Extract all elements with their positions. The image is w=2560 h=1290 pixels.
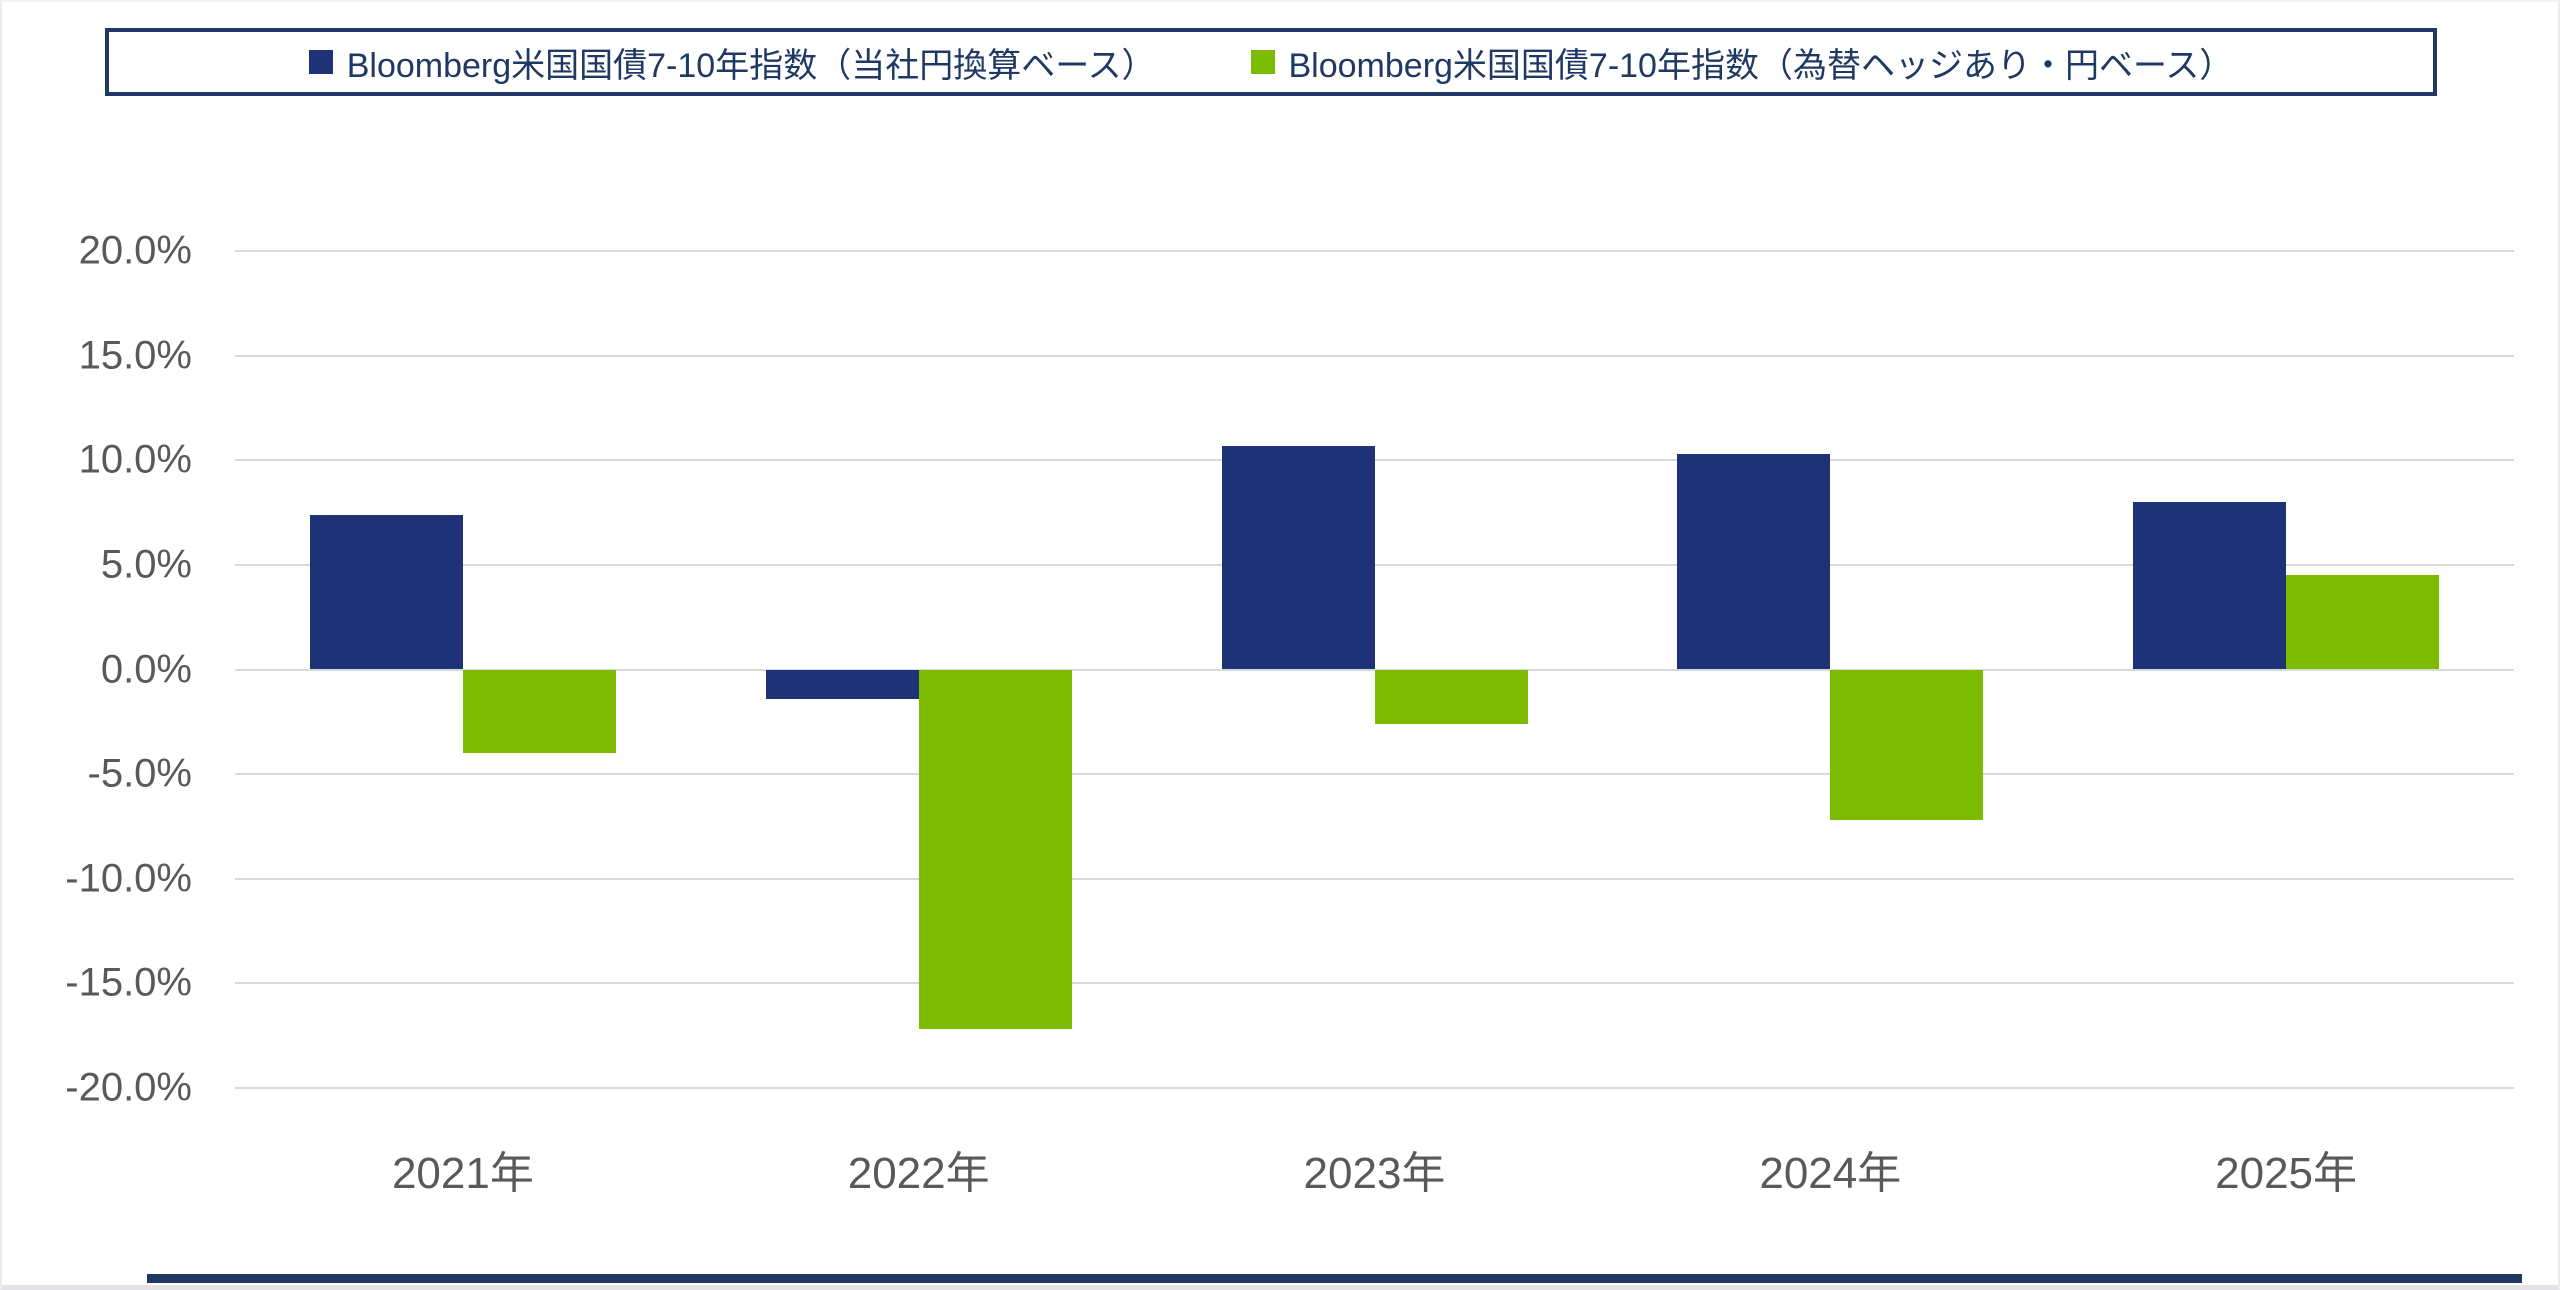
x-axis-tick-label: 2021年: [391, 1149, 534, 1198]
gridline: [235, 250, 2514, 252]
y-axis-tick-label: 15.0%: [78, 333, 192, 378]
legend-item-unhedged: Bloomberg米国国債7-10年指数（当社円換算ベース）: [308, 38, 1156, 87]
y-axis-tick-label: 20.0%: [78, 228, 192, 273]
screenshot-bottom-edge: [2, 1285, 2558, 1290]
y-axis-tick-label: -15.0%: [65, 960, 192, 1005]
y-axis-tick-label: -10.0%: [65, 856, 192, 901]
y-axis-tick-label: 5.0%: [100, 542, 192, 587]
x-axis-tick-label: 2024年: [1759, 1149, 1902, 1198]
legend-swatch-icon: [1250, 50, 1275, 74]
chart-bottom-rule: [147, 1274, 2522, 1283]
bar-2025年-hedged: [2286, 575, 2440, 670]
bar-2023年-hedged: [1374, 669, 1528, 724]
legend-item-label: Bloomberg米国国債7-10年指数（当社円換算ベース）: [346, 46, 1156, 85]
bar-2023年-unhedged: [1221, 445, 1375, 670]
y-axis-tick-label: 10.0%: [78, 437, 192, 482]
x-axis-tick-label: 2025年: [2215, 1149, 2358, 1198]
gridline: [235, 563, 2514, 566]
gridline: [235, 877, 2514, 880]
gridline: [235, 982, 2514, 985]
legend-swatch-icon: [308, 50, 333, 74]
gridline: [235, 773, 2514, 776]
legend-item-hedged: Bloomberg米国国債7-10年指数（為替ヘッジあり・円ベース）: [1250, 38, 2234, 87]
y-axis-tick-label: -5.0%: [87, 751, 193, 796]
bar-2025年-unhedged: [2133, 502, 2287, 670]
x-axis-tick-label: 2023年: [1303, 1149, 1446, 1198]
bar-2022年-unhedged: [765, 669, 919, 699]
x-axis-tick-label: 2022年: [847, 1149, 990, 1198]
bar-2021年-unhedged: [309, 514, 463, 670]
bar-2024年-unhedged: [1677, 453, 1831, 670]
gridline: [235, 354, 2514, 357]
bar-2021年-hedged: [462, 669, 616, 754]
y-axis-tick-label: 0.0%: [100, 647, 192, 691]
gridline: [235, 459, 2514, 462]
legend-item-label: Bloomberg米国国債7-10年指数（為替ヘッジあり・円ベース）: [1288, 46, 2234, 85]
chart-legend: Bloomberg米国国債7-10年指数（当社円換算ベース） Bloomberg米…: [105, 28, 2437, 96]
gridline: [235, 1087, 2514, 1089]
y-axis-tick-label: -20.0%: [65, 1065, 192, 1110]
bar-2024年-hedged: [1830, 669, 1984, 821]
bar-2022年-hedged: [918, 669, 1072, 1030]
